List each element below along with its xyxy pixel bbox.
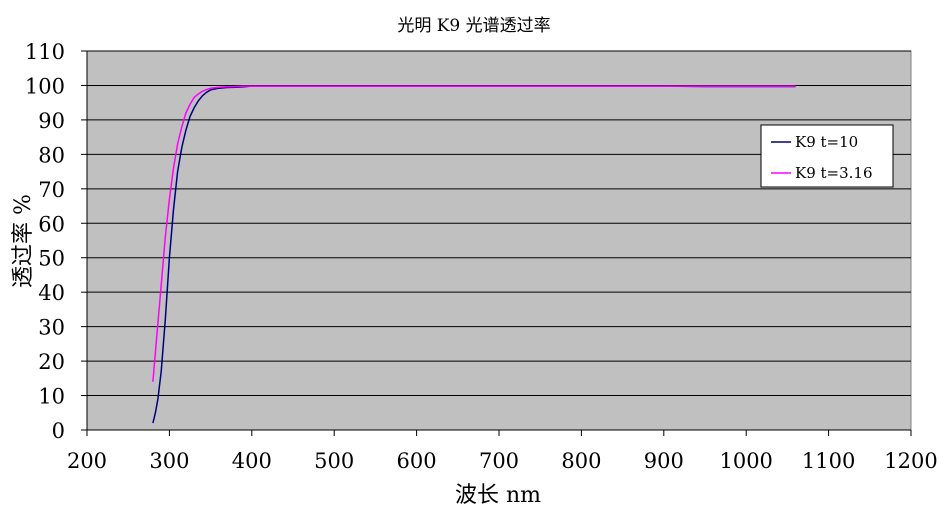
x-tick-label: 900 xyxy=(644,449,684,473)
legend-items: K9 t=10 K9 t=3.16 xyxy=(771,133,873,182)
y-axis-title: 透过率 % xyxy=(11,194,36,288)
legend: K9 t=10 K9 t=3.16 xyxy=(760,124,894,188)
x-tick-label: 1000 xyxy=(719,449,772,473)
y-tick-label: 60 xyxy=(38,212,65,236)
y-tick-label: 20 xyxy=(38,350,65,374)
x-tick-label: 1100 xyxy=(802,449,855,473)
y-tick-label: 0 xyxy=(52,419,65,443)
chart-title: 光明 K9 光谱透过率 xyxy=(397,16,550,36)
y-tick-label: 100 xyxy=(25,74,65,98)
y-tick-label: 80 xyxy=(38,143,65,167)
y-tick-label: 110 xyxy=(25,40,65,64)
legend-label: K9 t=3.16 xyxy=(795,164,873,182)
legend-label: K9 t=10 xyxy=(795,133,858,151)
x-tick-label: 800 xyxy=(561,449,601,473)
x-tick-label: 600 xyxy=(397,449,437,473)
x-tick-label: 200 xyxy=(67,449,107,473)
axes: 0 10 20 30 40 50 60 70 80 90 100 110 200 300 400 500 600… xyxy=(25,40,938,473)
y-tick-label: 50 xyxy=(38,247,65,271)
plot-area xyxy=(86,50,912,431)
y-tick-label: 10 xyxy=(38,385,65,409)
series-lines xyxy=(152,85,796,424)
x-axis-title: 波长 nm xyxy=(455,483,541,508)
y-tick-label: 30 xyxy=(38,316,65,340)
x-tick-label: 700 xyxy=(479,449,519,473)
x-tick-label: 1200 xyxy=(884,449,937,473)
x-tick-label: 300 xyxy=(149,449,189,473)
x-tick-label: 400 xyxy=(232,449,272,473)
y-tick-label: 70 xyxy=(38,178,65,202)
y-tick-label: 90 xyxy=(38,109,65,133)
x-tick-label: 500 xyxy=(314,449,354,473)
legend-box xyxy=(760,124,894,188)
series-line-2 xyxy=(152,85,796,382)
y-tick-label: 40 xyxy=(38,281,65,305)
